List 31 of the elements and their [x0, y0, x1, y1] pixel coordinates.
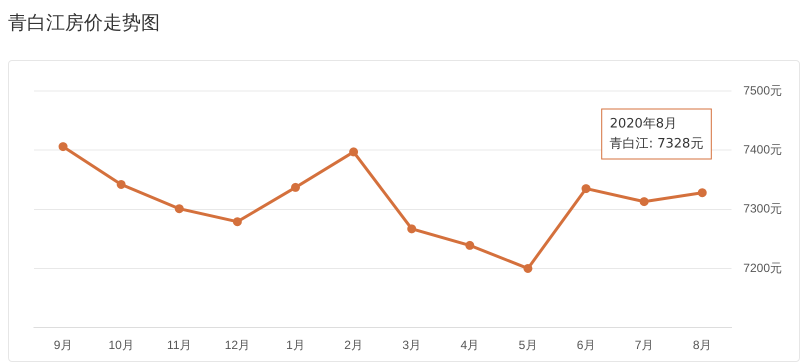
x-tick-label: 6月	[576, 338, 596, 352]
point	[582, 184, 591, 194]
annotation: 2020年8月	[610, 116, 678, 132]
x-tick-label: 8月	[692, 338, 712, 352]
x-tick-label: 7月	[634, 338, 654, 352]
chart-title: 青白江房价走势图	[8, 11, 160, 36]
y-tick-label: 7200元	[743, 260, 782, 275]
y-tick-label: 7300元	[743, 202, 782, 216]
y-tick-label: 7400元	[743, 142, 782, 156]
point	[349, 147, 358, 156]
point	[174, 204, 184, 214]
x-tick-label: 10月	[108, 338, 134, 352]
point	[290, 182, 300, 192]
y-tick-label: 7500元	[743, 83, 782, 98]
point	[465, 240, 474, 250]
x-tick-label: 11月	[167, 338, 192, 352]
point	[58, 142, 68, 152]
point	[232, 217, 242, 226]
x-tick-label: 12月	[224, 338, 250, 352]
x-tick-label: 3月	[402, 338, 422, 352]
point	[523, 264, 532, 273]
point	[407, 224, 416, 234]
x-tick-label: 2月	[344, 338, 363, 352]
x-tick-label: 9月	[54, 338, 72, 352]
x-tick-label: 1月	[286, 338, 305, 352]
point	[698, 188, 707, 198]
point	[640, 197, 649, 206]
x-tick-label: 4月	[460, 338, 480, 352]
annotation: 青白江: 7328元	[610, 136, 704, 152]
point	[116, 180, 126, 189]
x-tick-label: 5月	[518, 338, 538, 352]
